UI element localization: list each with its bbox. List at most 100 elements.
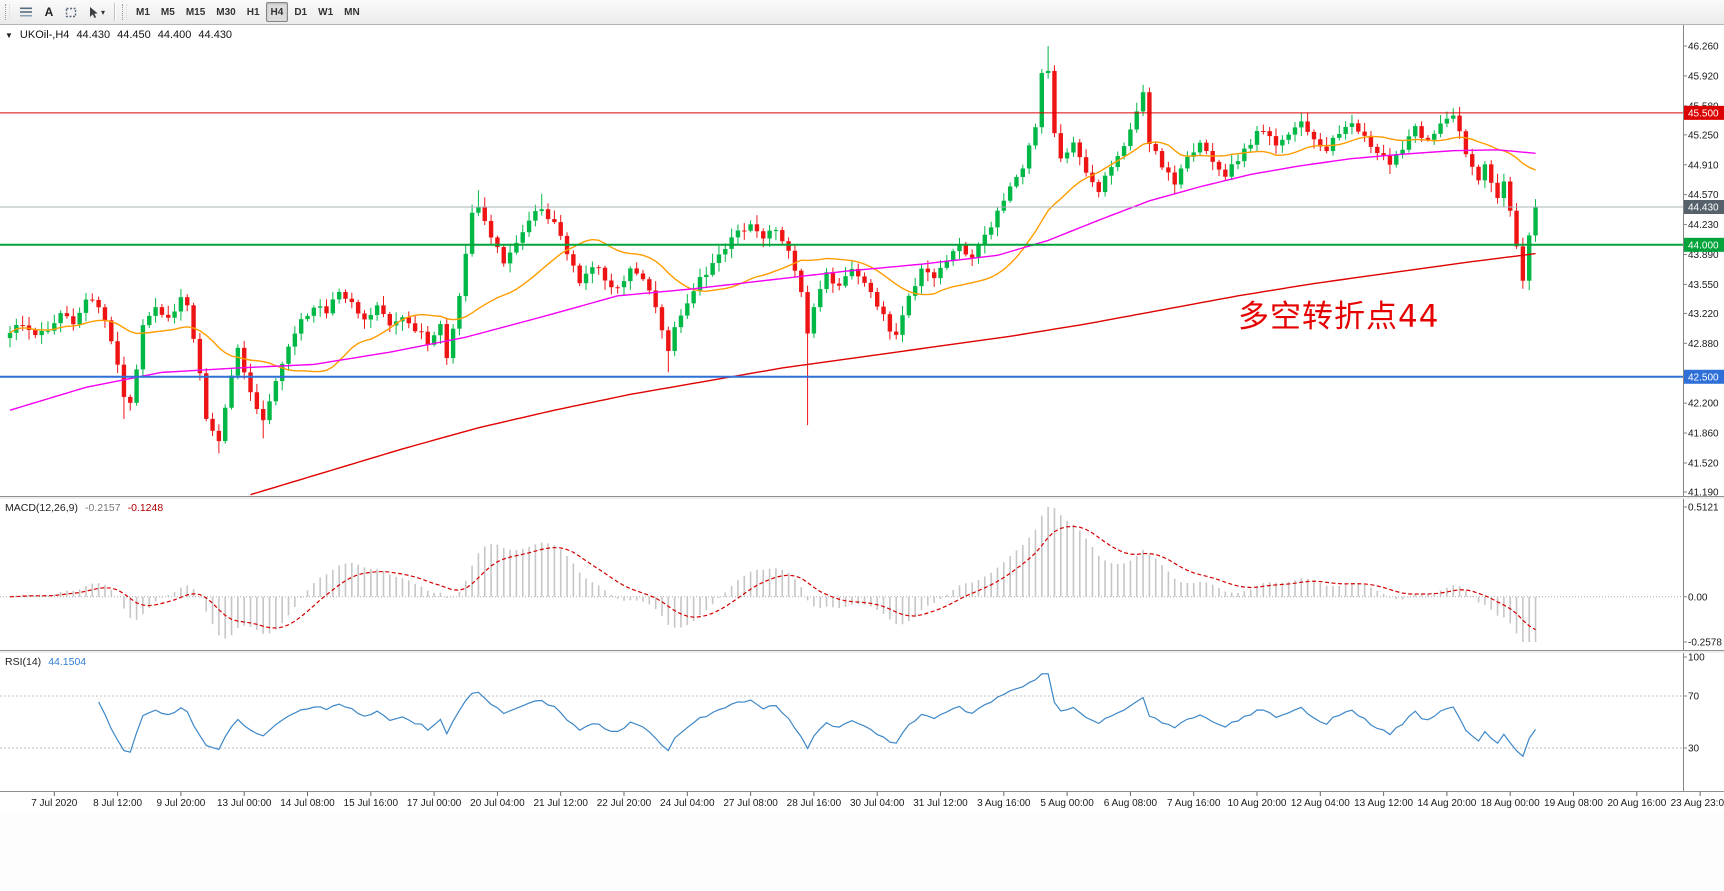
svg-text:42.500: 42.500 xyxy=(1688,372,1719,383)
svg-text:14 Jul 08:00: 14 Jul 08:00 xyxy=(280,798,335,809)
timeframe-m30[interactable]: M30 xyxy=(211,2,240,22)
svg-text:8 Jul 12:00: 8 Jul 12:00 xyxy=(93,798,142,809)
svg-text:44.000: 44.000 xyxy=(1688,240,1719,251)
svg-text:42.200: 42.200 xyxy=(1688,399,1719,410)
svg-text:43.550: 43.550 xyxy=(1688,280,1719,291)
svg-text:27 Jul 08:00: 27 Jul 08:00 xyxy=(723,798,778,809)
timeframe-h4[interactable]: H4 xyxy=(265,2,289,22)
svg-text:18 Aug 00:00: 18 Aug 00:00 xyxy=(1481,798,1540,809)
ohlc-low: 44.400 xyxy=(157,29,192,41)
svg-text:44.910: 44.910 xyxy=(1688,160,1719,171)
panel-divider-macd[interactable] xyxy=(0,496,1724,499)
panel-divider-rsi[interactable] xyxy=(0,650,1724,653)
svg-text:17 Jul 00:00: 17 Jul 00:00 xyxy=(407,798,462,809)
toolbar-grip-2[interactable] xyxy=(122,4,128,20)
svg-text:12 Aug 04:00: 12 Aug 04:00 xyxy=(1291,798,1350,809)
svg-text:44.230: 44.230 xyxy=(1688,220,1719,231)
svg-text:-0.2578: -0.2578 xyxy=(1688,638,1722,649)
svg-text:46.260: 46.260 xyxy=(1688,42,1719,53)
svg-text:10 Aug 20:00: 10 Aug 20:00 xyxy=(1228,798,1287,809)
svg-text:21 Jul 12:00: 21 Jul 12:00 xyxy=(533,798,588,809)
list-lines-icon xyxy=(20,7,32,17)
macd-chart[interactable]: 0.5121 0.00 -0.2578 xyxy=(0,499,1724,650)
svg-text:30: 30 xyxy=(1688,744,1700,755)
svg-text:45.920: 45.920 xyxy=(1688,71,1719,82)
svg-text:9 Jul 20:00: 9 Jul 20:00 xyxy=(156,798,205,809)
svg-text:28 Jul 16:00: 28 Jul 16:00 xyxy=(787,798,842,809)
svg-text:13 Jul 00:00: 13 Jul 00:00 xyxy=(217,798,272,809)
empty-area xyxy=(0,812,1724,891)
svg-text:0.5121: 0.5121 xyxy=(1688,503,1719,514)
rsi-value: 44.1504 xyxy=(48,656,87,668)
expand-icon[interactable]: ▼ xyxy=(5,30,13,40)
svg-text:44.570: 44.570 xyxy=(1688,190,1719,201)
symbol-period-label: UKOil-,H4 xyxy=(19,29,70,41)
macd-signal-value: -0.1248 xyxy=(127,502,164,514)
svg-text:41.190: 41.190 xyxy=(1688,488,1719,496)
svg-text:41.860: 41.860 xyxy=(1688,429,1719,440)
timeframe-m5[interactable]: M5 xyxy=(156,2,180,22)
rsi-chart[interactable]: 100 70 30 xyxy=(0,653,1724,791)
svg-text:13 Aug 12:00: 13 Aug 12:00 xyxy=(1354,798,1413,809)
chart-window: 46.26045.92045.58045.25044.91044.57044.2… xyxy=(0,25,1724,812)
chart-text-annotation: 多空转折点44 xyxy=(1238,299,1440,335)
svg-text:23 Aug 23:00: 23 Aug 23:00 xyxy=(1671,798,1724,809)
rectangle-tool-icon xyxy=(65,7,77,17)
svg-text:45.500: 45.500 xyxy=(1688,108,1719,119)
timeframe-w1[interactable]: W1 xyxy=(313,2,338,22)
svg-text:20 Jul 04:00: 20 Jul 04:00 xyxy=(470,798,525,809)
svg-text:31 Jul 12:00: 31 Jul 12:00 xyxy=(913,798,968,809)
ohlc-open: 44.430 xyxy=(76,29,111,41)
svg-text:20 Aug 16:00: 20 Aug 16:00 xyxy=(1607,798,1666,809)
svg-text:5 Aug 00:00: 5 Aug 00:00 xyxy=(1040,798,1094,809)
svg-text:42.880: 42.880 xyxy=(1688,339,1719,350)
cursor-arrow-icon xyxy=(90,6,98,18)
toolbar-separator xyxy=(114,3,117,21)
chevron-down-icon: ▾ xyxy=(101,7,106,17)
ohlc-high: 44.450 xyxy=(117,29,151,41)
svg-text:43.890: 43.890 xyxy=(1688,250,1719,261)
timeframe-mn[interactable]: MN xyxy=(339,2,365,22)
time-axis[interactable]: 7 Jul 2020 8 Jul 12:00 9 Jul 20:00 13 Jul 0… xyxy=(0,791,1724,812)
chart-list-button[interactable] xyxy=(14,2,38,22)
ohlc-close: 44.430 xyxy=(198,29,233,41)
macd-value: -0.2157 xyxy=(84,502,121,514)
toolbar-grip[interactable] xyxy=(5,4,10,20)
timeframe-group: M1 M5 M15 M30 H1 H4 D1 W1 MN xyxy=(131,2,365,22)
svg-text:14 Aug 20:00: 14 Aug 20:00 xyxy=(1417,798,1476,809)
svg-text:7 Jul 2020: 7 Jul 2020 xyxy=(31,798,78,809)
svg-text:100: 100 xyxy=(1688,653,1705,664)
macd-panel[interactable]: 0.5121 0.00 -0.2578 MACD(12,26,9) -0.2157 … xyxy=(0,499,1724,650)
main-chart-panel[interactable]: 46.26045.92045.58045.25044.91044.57044.2… xyxy=(0,25,1724,496)
svg-text:6 Aug 08:00: 6 Aug 08:00 xyxy=(1104,798,1158,809)
svg-text:24 Jul 04:00: 24 Jul 04:00 xyxy=(660,798,715,809)
svg-text:7 Aug 16:00: 7 Aug 16:00 xyxy=(1167,798,1221,809)
svg-text:41.520: 41.520 xyxy=(1688,458,1719,469)
svg-text:43.220: 43.220 xyxy=(1688,309,1719,320)
chart-title: ▼ UKOil-,H4 44.430 44.450 44.400 44.430 xyxy=(5,29,232,41)
rsi-panel[interactable]: 100 70 30 RSI(14) 44.1504 xyxy=(0,653,1724,791)
svg-text:3 Aug 16:00: 3 Aug 16:00 xyxy=(977,798,1031,809)
toolbar: A ▾ M1 M5 M15 M30 H1 H4 D1 W1 MN xyxy=(0,0,1724,25)
text-label-tool-button[interactable]: A xyxy=(38,2,60,22)
main-price-chart[interactable]: 46.26045.92045.58045.25044.91044.57044.2… xyxy=(0,25,1724,496)
timeframe-h1[interactable]: H1 xyxy=(242,2,265,22)
timeframe-m15[interactable]: M15 xyxy=(181,2,210,22)
text-tool-a-icon: A xyxy=(44,5,54,19)
timeframe-d1[interactable]: D1 xyxy=(289,2,312,22)
svg-text:45.250: 45.250 xyxy=(1688,130,1719,141)
svg-text:19 Aug 08:00: 19 Aug 08:00 xyxy=(1544,798,1603,809)
shapes-tool-button[interactable] xyxy=(60,2,83,22)
macd-label: MACD(12,26,9) -0.2157 -0.1248 xyxy=(5,502,163,514)
svg-text:44.430: 44.430 xyxy=(1688,202,1719,213)
svg-text:15 Jul 16:00: 15 Jul 16:00 xyxy=(344,798,399,809)
cursor-tool-button[interactable]: ▾ xyxy=(83,2,110,22)
rsi-label: RSI(14) 44.1504 xyxy=(5,656,86,668)
timeframe-m1[interactable]: M1 xyxy=(131,2,155,22)
macd-name: MACD(12,26,9) xyxy=(5,502,78,514)
rsi-name: RSI(14) xyxy=(5,656,42,668)
svg-text:70: 70 xyxy=(1688,692,1700,703)
svg-text:30 Jul 04:00: 30 Jul 04:00 xyxy=(850,798,905,809)
svg-text:22 Jul 20:00: 22 Jul 20:00 xyxy=(597,798,652,809)
